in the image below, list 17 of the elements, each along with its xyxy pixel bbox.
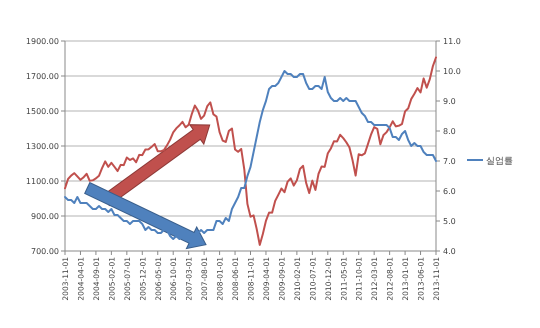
y2-tick-label: 7.0 [443,157,456,166]
y-tick-label: 1300.00 [26,142,59,151]
y-tick-label: 700.00 [31,247,59,256]
y-tick-label: 1500.00 [26,107,59,116]
y2-tick-label: 9.0 [443,97,456,106]
y-tick-label: 1900.00 [26,37,59,46]
y2-tick-label: 4.0 [443,247,456,256]
y2-tick-label: 8.0 [443,127,456,136]
y-tick-label: 1700.00 [26,72,59,81]
legend-item: 실업률 [467,156,513,166]
y-tick-label: 900.00 [31,212,59,221]
y2-tick-label: 5.0 [443,217,456,226]
y2-tick-label: 11.0 [443,37,461,46]
y2-tick-label: 10.0 [443,67,461,76]
y-tick-label: 1100.00 [26,177,59,186]
legend-label: 실업률 [486,156,513,166]
y2-tick-label: 6.0 [443,187,456,196]
